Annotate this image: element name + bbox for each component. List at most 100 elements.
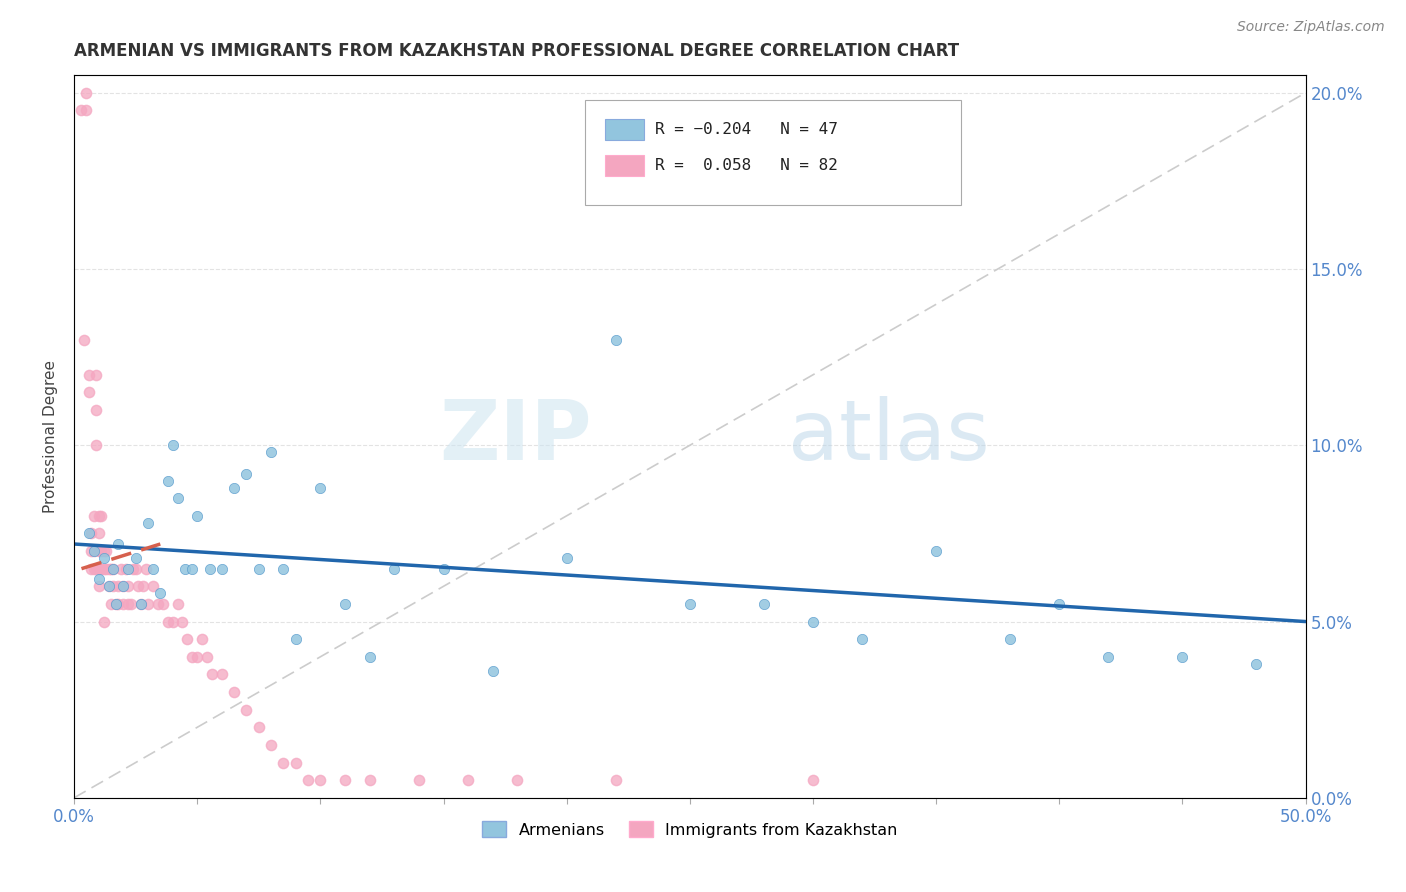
Point [284,756,307,770]
Point [73,333,96,347]
Point [359,773,381,788]
Point [162,438,184,452]
Point [176,632,198,647]
Text: R = −0.204   N = 47: R = −0.204 N = 47 [655,122,838,136]
Point [273,756,295,770]
Point [679,597,702,611]
Point [297,773,319,788]
Point [84,403,107,417]
Point [129,597,152,611]
Point [80,526,103,541]
Point [1246,657,1268,671]
Point [172,615,194,629]
Point [97,562,120,576]
Point [87,579,110,593]
Point [107,579,129,593]
Point [925,544,948,558]
Point [156,474,179,488]
Point [97,579,120,593]
Point [97,579,120,593]
Point [84,438,107,452]
Point [83,562,105,576]
Point [186,508,208,523]
Point [432,562,454,576]
Point [112,579,135,593]
Point [605,773,627,788]
Point [83,508,105,523]
Point [146,597,169,611]
Point [333,597,356,611]
Point [752,597,775,611]
Point [195,649,218,664]
Point [127,579,149,593]
Point [104,597,127,611]
Text: ARMENIAN VS IMMIGRANTS FROM KAZAKHSTAN PROFESSIONAL DEGREE CORRELATION CHART: ARMENIAN VS IMMIGRANTS FROM KAZAKHSTAN P… [75,42,959,60]
Point [84,368,107,382]
FancyBboxPatch shape [605,154,644,177]
Point [93,562,115,576]
Text: ZIP: ZIP [439,396,592,477]
Point [224,685,246,699]
Point [77,526,100,541]
Point [224,481,246,495]
Point [75,86,97,100]
Point [83,544,105,558]
Point [110,562,132,576]
Point [93,551,115,566]
Point [166,491,188,506]
Point [80,544,103,558]
Point [162,615,184,629]
Point [605,333,627,347]
Point [998,632,1021,647]
Point [94,562,117,576]
Point [186,649,208,664]
Point [90,562,112,576]
Point [235,467,257,481]
Point [801,773,824,788]
Point [83,544,105,558]
Point [506,773,529,788]
Point [112,579,135,593]
Point [359,649,381,664]
Point [309,481,332,495]
Text: R =  0.058   N = 82: R = 0.058 N = 82 [655,158,838,173]
Point [112,597,135,611]
Point [136,516,159,530]
Point [181,649,204,664]
Point [801,615,824,629]
Point [247,562,270,576]
Point [382,562,405,576]
Point [1097,649,1119,664]
Point [94,544,117,558]
Point [117,597,139,611]
Point [104,597,127,611]
Point [120,597,142,611]
Point [84,562,107,576]
Point [100,562,122,576]
Point [103,579,125,593]
Point [107,537,129,551]
Point [132,579,155,593]
Point [152,597,174,611]
Point [107,597,129,611]
Point [103,562,125,576]
FancyBboxPatch shape [585,101,960,205]
Point [93,615,115,629]
Point [191,632,214,647]
Point [333,773,356,788]
Point [87,508,110,523]
Point [77,385,100,400]
Point [136,597,159,611]
Point [90,544,112,558]
Point [166,597,188,611]
Point [103,562,125,576]
Point [211,562,233,576]
Point [70,103,93,118]
Point [142,562,165,576]
Point [457,773,479,788]
Point [80,562,103,576]
Point [408,773,430,788]
Point [555,551,578,566]
Point [124,562,146,576]
Point [1171,649,1194,664]
